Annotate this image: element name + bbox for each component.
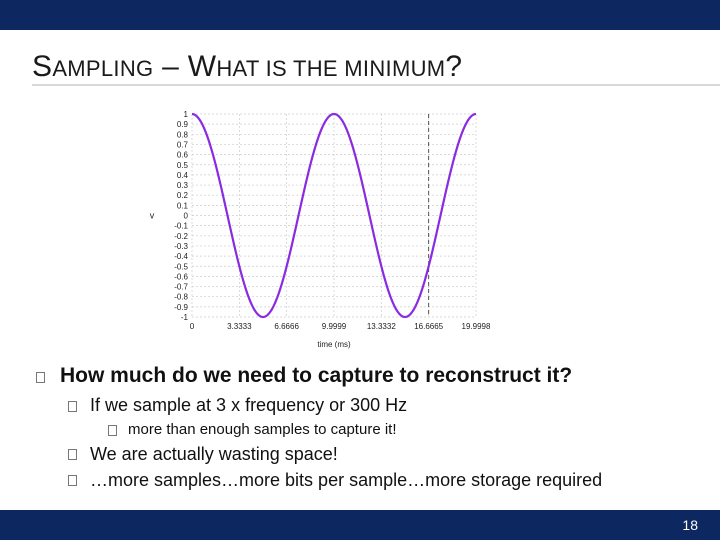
y-tick-label: 1 <box>184 110 189 119</box>
y-tick-label: 0.6 <box>177 151 189 160</box>
bullet-marker-icon <box>68 401 77 412</box>
y-tick-label: 0 <box>184 212 189 221</box>
footer-bar: 18 <box>0 510 720 540</box>
bullet-marker-icon <box>68 449 77 460</box>
x-tick-label: 6.6666 <box>274 322 299 331</box>
y-tick-label: 0.1 <box>177 201 189 210</box>
bullet-subsub-1: more than enough samples to capture it! <box>128 421 397 438</box>
y-axis-label: v <box>150 211 155 221</box>
y-tick-label: 0.7 <box>177 140 189 149</box>
bullet-marker-icon <box>68 475 77 486</box>
y-tick-label: -0.4 <box>174 252 188 261</box>
y-tick-label: -0.8 <box>174 293 188 302</box>
y-tick-label: 0.9 <box>177 120 189 129</box>
page-number: 18 <box>682 517 698 533</box>
y-tick-label: 0.3 <box>177 181 189 190</box>
title-divider <box>32 84 720 86</box>
y-tick-label: -0.2 <box>174 232 188 241</box>
bullet-sub-1: If we sample at 3 x frequency or 300 Hz <box>90 395 408 415</box>
y-tick-label: 0.2 <box>177 191 189 200</box>
y-tick-label: -1 <box>181 313 189 322</box>
bullet-sub-2: We are actually wasting space! <box>90 444 338 464</box>
bullet-marker-icon <box>108 425 117 436</box>
bullet-marker-icon <box>36 372 45 383</box>
x-tick-label: 16.6665 <box>414 322 443 331</box>
sine-wave-chart: 10.90.80.70.60.50.40.30.20.10-0.1-0.2-0.… <box>150 110 491 349</box>
x-tick-label: 13.3332 <box>367 322 396 331</box>
x-axis-label: time (ms) <box>317 340 351 349</box>
series-line <box>191 112 477 319</box>
y-tick-label: -0.3 <box>174 242 188 251</box>
top-bar <box>0 0 720 30</box>
x-tick-label: 3.3333 <box>227 322 252 331</box>
x-tick-label: 19.9998 <box>462 322 491 331</box>
y-tick-label: -0.1 <box>174 222 188 231</box>
y-tick-label: -0.7 <box>174 283 188 292</box>
y-tick-label: 0.5 <box>177 161 189 170</box>
bullet-sub-3: …more samples…more bits per sample…more … <box>90 470 603 490</box>
y-tick-label: -0.6 <box>174 272 188 281</box>
x-tick-label: 9.9999 <box>322 322 347 331</box>
y-tick-label: -0.9 <box>174 303 188 312</box>
y-tick-label: 0.8 <box>177 130 189 139</box>
y-tick-label: -0.5 <box>174 262 188 271</box>
x-tick-label: 0 <box>190 322 195 331</box>
slide-title: SAMPLING – WHAT IS THE MINIMUM? <box>32 50 463 83</box>
bullet-main: How much do we need to capture to recons… <box>60 364 573 387</box>
y-tick-label: 0.4 <box>177 171 189 180</box>
